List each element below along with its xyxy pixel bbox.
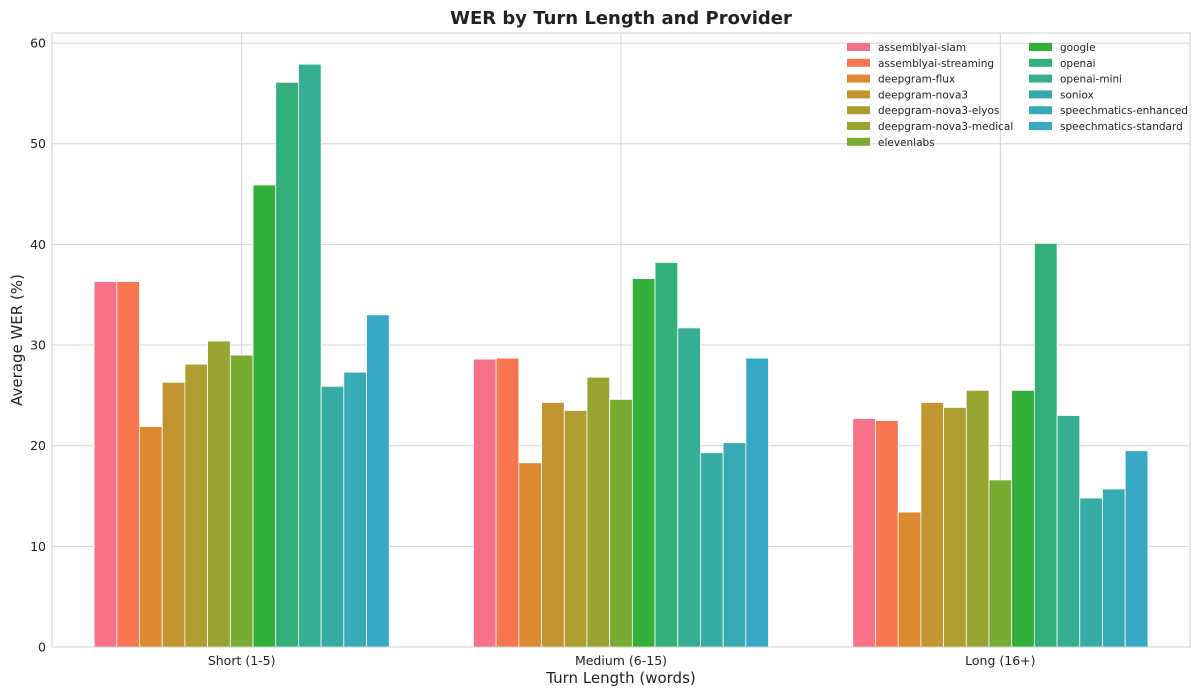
legend-label-openai: openai: [1060, 58, 1096, 70]
legend-swatch-speechmatics-enhanced: [1029, 106, 1052, 115]
chart-title: WER by Turn Length and Provider: [450, 8, 792, 29]
bar-assemblyai-streaming-1: [495, 357, 520, 648]
x-tick-label: Short (1-5): [208, 653, 276, 668]
bar-openai-mini-0: [298, 63, 322, 648]
legend-label-openai-mini: openai-mini: [1060, 74, 1122, 86]
legend-label-soniox: soniox: [1060, 89, 1094, 101]
bar-deepgram-flux-2: [897, 511, 922, 648]
legend-label-assemblyai-slam: assemblyai-slam: [878, 42, 966, 54]
x-tick-label: Long (16+): [965, 653, 1035, 668]
bar-openai-2: [1033, 242, 1058, 648]
legend-label-google: google: [1060, 42, 1096, 54]
legend-label-assemblyai-streaming: assemblyai-streaming: [878, 58, 994, 70]
legend-swatch-soniox: [1029, 90, 1052, 99]
bar-speechmatics-enhanced-1: [722, 442, 747, 648]
bar-assemblyai-slam-0: [93, 281, 118, 648]
y-tick-label: 50: [30, 136, 46, 151]
bar-deepgram-nova3-1: [541, 402, 565, 648]
bar-openai-1: [654, 262, 679, 648]
bar-openai-0: [275, 81, 299, 648]
legend-swatch-deepgram-nova3: [847, 90, 870, 99]
legend-label-speechmatics-enhanced: speechmatics-enhanced: [1060, 105, 1188, 117]
bar-assemblyai-streaming-2: [875, 420, 899, 648]
bar-elevenlabs-0: [229, 354, 254, 648]
bar-soniox-1: [700, 452, 724, 648]
y-tick-label: 0: [38, 640, 46, 655]
legend-swatch-deepgram-nova3-elyos: [847, 106, 870, 115]
y-axis-label: Average WER (%): [8, 274, 26, 406]
legend-swatch-elevenlabs: [847, 137, 870, 146]
bar-speechmatics-enhanced-2: [1102, 488, 1126, 648]
bar-deepgram-flux-1: [518, 462, 542, 648]
y-tick-label: 20: [30, 438, 46, 453]
y-tick-label: 30: [30, 338, 46, 353]
bar-deepgram-flux-0: [139, 426, 163, 648]
bar-openai-mini-1: [677, 327, 701, 648]
y-tick-label: 40: [30, 237, 46, 252]
x-tick-label: Medium (6-15): [575, 653, 667, 668]
bar-speechmatics-standard-0: [366, 314, 390, 648]
legend-label-deepgram-flux: deepgram-flux: [878, 74, 955, 86]
legend-label-deepgram-nova3-medical: deepgram-nova3-medical: [878, 121, 1013, 133]
bar-google-2: [1011, 389, 1035, 648]
legend-label-elevenlabs: elevenlabs: [878, 137, 935, 149]
plot-frame: [51, 32, 1191, 648]
legend-label-speechmatics-standard: speechmatics-standard: [1060, 121, 1183, 133]
legend-swatch-openai-mini: [1029, 74, 1052, 83]
bar-elevenlabs-1: [609, 398, 633, 648]
bar-openai-mini-2: [1056, 415, 1081, 648]
bar-elevenlabs-2: [988, 479, 1013, 648]
bar-speechmatics-standard-1: [745, 357, 769, 648]
bar-deepgram-nova3-medical-0: [207, 340, 231, 648]
legend-label-deepgram-nova3: deepgram-nova3: [878, 89, 968, 101]
bar-deepgram-nova3-elyos-1: [563, 410, 588, 648]
bar-assemblyai-slam-2: [852, 418, 876, 648]
bar-soniox-0: [320, 385, 345, 648]
y-tick-label: 60: [30, 36, 46, 51]
axes: 0 10 20 30 40 50 60 Short (1-5) Medium (6-15) Lon…: [30, 32, 1191, 668]
bar-deepgram-nova3-elyos-0: [184, 363, 209, 648]
legend-swatch-assemblyai-slam: [847, 43, 870, 51]
bar-deepgram-nova3-elyos-2: [943, 407, 967, 648]
y-tick-label: 10: [30, 539, 46, 554]
bars: [93, 63, 1149, 648]
legend-swatch-speechmatics-standard: [1029, 122, 1052, 130]
bar-deepgram-nova3-medical-2: [965, 389, 990, 648]
legend-swatch-deepgram-nova3-medical: [847, 122, 870, 130]
bar-google-0: [252, 184, 277, 648]
legend-swatch-deepgram-flux: [847, 74, 870, 83]
bar-speechmatics-standard-2: [1124, 450, 1149, 648]
bar-speechmatics-enhanced-0: [343, 371, 367, 648]
x-axis-label: Turn Length (words): [545, 669, 695, 687]
bar-deepgram-nova3-0: [161, 381, 186, 648]
legend-label-deepgram-nova3-elyos: deepgram-nova3-elyos: [878, 105, 999, 117]
bar-assemblyai-slam-1: [473, 358, 497, 648]
bar-deepgram-nova3-2: [920, 402, 944, 648]
legend-swatch-assemblyai-streaming: [847, 58, 870, 67]
bar-soniox-2: [1079, 497, 1103, 648]
legend-swatch-google: [1029, 43, 1052, 51]
legend: assemblyai-slam assemblyai-streaming deepg…: [847, 42, 1188, 149]
bar-assemblyai-streaming-0: [116, 281, 140, 648]
bar-deepgram-nova3-medical-1: [586, 376, 611, 648]
legend-swatch-openai: [1029, 58, 1052, 67]
bar-google-1: [631, 278, 656, 648]
